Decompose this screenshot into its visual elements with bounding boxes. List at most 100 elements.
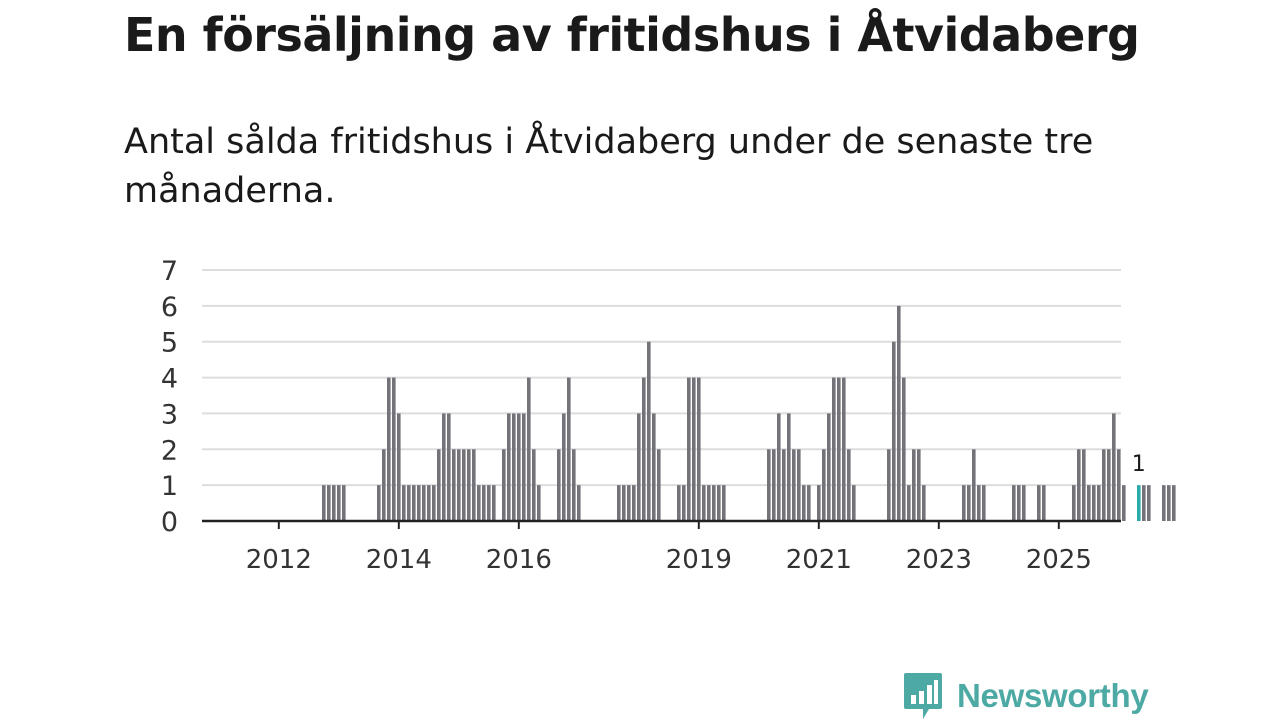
bar xyxy=(897,305,901,521)
bar xyxy=(417,485,421,521)
y-tick-label: 6 xyxy=(161,292,178,323)
bar xyxy=(647,341,651,521)
bar xyxy=(622,485,626,521)
bar xyxy=(452,449,456,521)
newsworthy-logo: Newsworthy xyxy=(903,671,1149,721)
bar xyxy=(1092,485,1096,521)
y-tick-label: 4 xyxy=(161,364,178,395)
bar xyxy=(1107,449,1111,521)
y-tick-label: 1 xyxy=(161,471,178,502)
bar xyxy=(1042,485,1046,521)
bar xyxy=(502,449,506,521)
bar xyxy=(707,485,711,521)
y-tick-label: 3 xyxy=(161,399,178,430)
bar xyxy=(402,485,406,521)
y-tick-label: 7 xyxy=(161,256,178,287)
bar xyxy=(1117,449,1121,521)
y-tick-label: 5 xyxy=(161,328,178,359)
bars xyxy=(322,305,1176,521)
bar xyxy=(817,485,821,521)
bar xyxy=(1102,449,1106,521)
x-tick-label: 2023 xyxy=(906,545,972,575)
bar xyxy=(432,485,436,521)
x-tick-label: 2014 xyxy=(366,545,432,575)
bar xyxy=(892,341,896,521)
bar xyxy=(847,449,851,521)
bar xyxy=(807,485,811,521)
bar xyxy=(537,485,541,521)
bar xyxy=(802,485,806,521)
bar xyxy=(922,485,926,521)
bar xyxy=(782,449,786,521)
bar xyxy=(1097,485,1101,521)
bar xyxy=(907,485,911,521)
bar xyxy=(577,485,581,521)
bar xyxy=(712,485,716,521)
bar xyxy=(1012,485,1016,521)
bar xyxy=(527,377,531,521)
bar xyxy=(962,485,966,521)
bar xyxy=(772,449,776,521)
bar xyxy=(377,485,381,521)
bar xyxy=(507,413,511,521)
bar xyxy=(1167,485,1171,521)
bar xyxy=(1022,485,1026,521)
bar xyxy=(522,413,526,521)
bar xyxy=(767,449,771,521)
bar xyxy=(487,485,491,521)
newsworthy-logo-icon xyxy=(904,673,942,719)
bar xyxy=(397,413,401,521)
bar xyxy=(1087,485,1091,521)
bar xyxy=(422,485,426,521)
x-axis-ticks: 2012 2014 2016 2019 2021 2023 2025 xyxy=(246,521,1092,575)
bar xyxy=(437,449,441,521)
bar xyxy=(337,485,341,521)
bar xyxy=(697,377,701,521)
bar xyxy=(342,485,346,521)
gridlines xyxy=(202,269,1121,487)
y-tick-label: 0 xyxy=(161,507,178,538)
bar xyxy=(652,413,656,521)
bar xyxy=(1162,485,1166,521)
bar xyxy=(657,449,661,521)
bar xyxy=(702,485,706,521)
bar xyxy=(902,377,906,521)
bar xyxy=(562,413,566,521)
bar xyxy=(982,485,986,521)
bar-value-label: 1 xyxy=(1132,452,1146,477)
x-tick-label: 2021 xyxy=(786,545,852,575)
bar xyxy=(532,449,536,521)
bar-annotations: 1 xyxy=(1132,452,1146,477)
bar xyxy=(822,449,826,521)
x-tick-label: 2016 xyxy=(486,545,552,575)
bar xyxy=(627,485,631,521)
bar xyxy=(492,485,496,521)
bar xyxy=(447,413,451,521)
bar xyxy=(1137,485,1141,521)
bar xyxy=(637,413,641,521)
bar xyxy=(842,377,846,521)
bar xyxy=(457,449,461,521)
bar xyxy=(797,449,801,521)
bar xyxy=(912,449,916,521)
bar xyxy=(852,485,856,521)
page-subtitle: Antal sålda fritidshus i Åtvidaberg unde… xyxy=(124,122,1094,211)
bar xyxy=(567,377,571,521)
bar xyxy=(967,485,971,521)
bar xyxy=(382,449,386,521)
bar xyxy=(1122,485,1126,521)
bar xyxy=(792,449,796,521)
bar xyxy=(1112,413,1116,521)
bar xyxy=(442,413,446,521)
bar xyxy=(517,413,521,521)
bar xyxy=(677,485,681,521)
bar xyxy=(972,449,976,521)
bar xyxy=(387,377,391,521)
bar xyxy=(722,485,726,521)
bar xyxy=(1082,449,1086,521)
bar xyxy=(572,449,576,521)
x-tick-label: 2019 xyxy=(666,545,732,575)
bar xyxy=(1147,485,1151,521)
bar xyxy=(692,377,696,521)
bar xyxy=(557,449,561,521)
